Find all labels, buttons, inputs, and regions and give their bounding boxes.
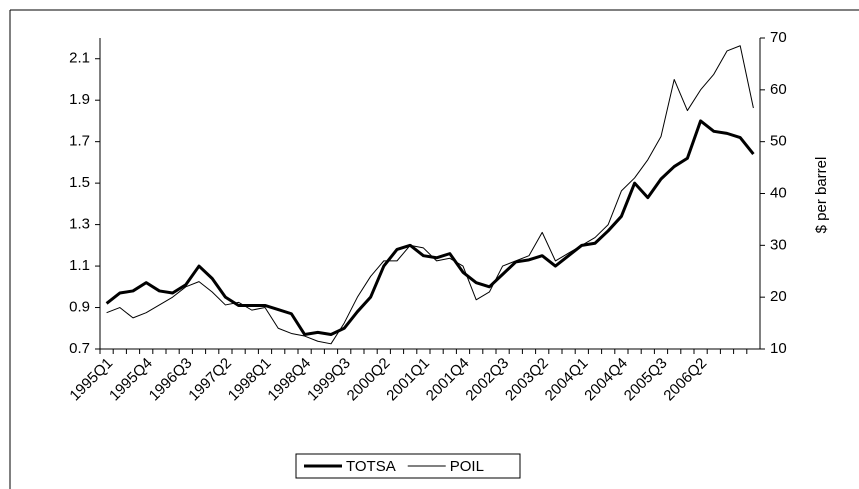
y2-axis-label: $ per barrel [813,157,830,234]
x-tick-label: 2004Q1 [542,355,592,405]
y-tick-label: 1.5 [69,174,90,191]
y-tick-label: 1.9 [69,91,90,108]
y2-tick-label: 10 [770,340,787,357]
y2-tick-label: 40 [770,184,787,201]
x-tick-label: 2004Q4 [581,355,631,405]
series-line [105,119,755,336]
y-tick-label: 1.3 [69,216,90,233]
x-tick-label: 1997Q2 [185,355,235,405]
x-tick-label: 2005Q3 [621,355,671,405]
x-tick-label: 2003Q2 [502,355,552,405]
x-tick-label: 1999Q3 [304,355,354,405]
x-tick-label: 2000Q2 [344,355,394,405]
x-tick-label: 2001Q1 [383,355,433,405]
x-tick-label: 2006Q2 [660,355,710,405]
series-line [106,45,754,345]
legend-label: TOTSA [346,458,396,475]
x-tick-label: 1995Q4 [106,355,156,405]
x-tick-label: 1995Q1 [66,355,116,405]
y-tick-label: 1.7 [69,133,90,150]
y2-tick-label: 50 [770,133,787,150]
y2-tick-label: 20 [770,288,787,305]
x-tick-label: 1998Q4 [264,355,314,405]
y-tick-label: 2.1 [69,50,90,67]
y2-tick-label: 30 [770,236,787,253]
x-tick-label: 2001Q4 [423,355,473,405]
x-tick-label: 2002Q3 [462,355,512,405]
y-tick-label: 1.1 [69,257,90,274]
y-tick-label: 0.9 [69,299,90,316]
y2-tick-label: 60 [770,81,787,98]
x-tick-label: 1998Q1 [225,355,275,405]
x-tick-label: 1996Q3 [146,355,196,405]
y-tick-label: 0.7 [69,340,90,357]
legend-label: POIL [450,458,484,475]
y2-tick-label: 70 [770,29,787,46]
